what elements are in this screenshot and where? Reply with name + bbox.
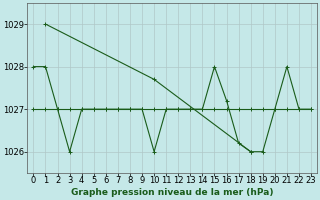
X-axis label: Graphe pression niveau de la mer (hPa): Graphe pression niveau de la mer (hPa) bbox=[71, 188, 274, 197]
